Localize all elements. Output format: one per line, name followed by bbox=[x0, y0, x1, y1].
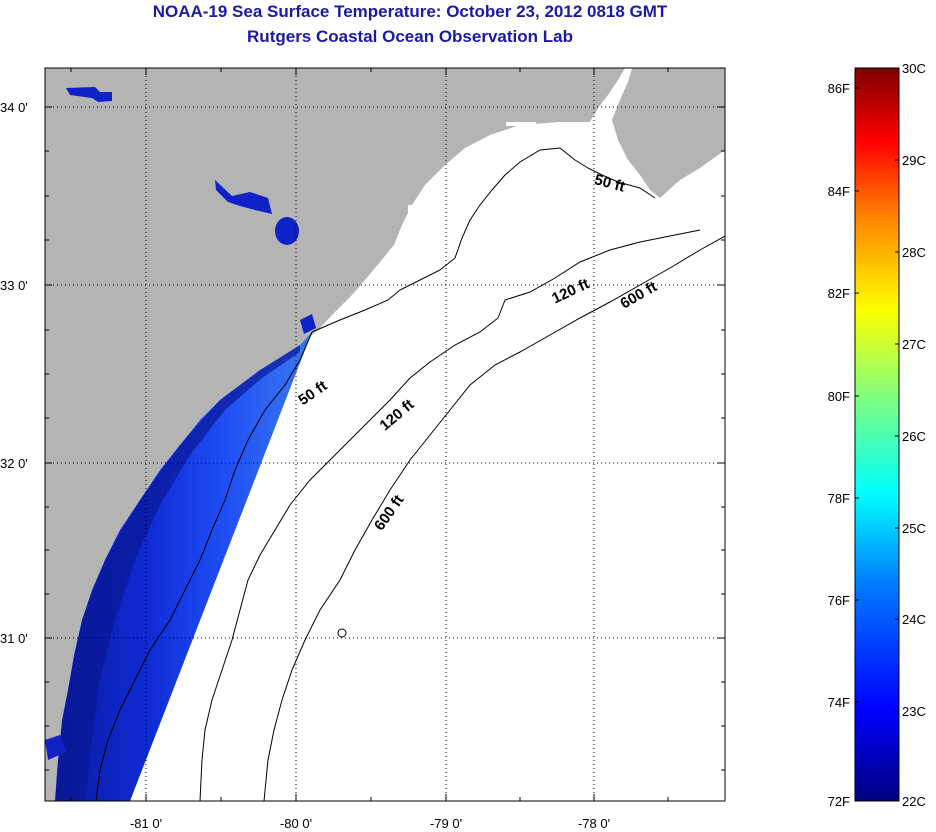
colorbar-c-30: 30C bbox=[902, 61, 926, 76]
colorbar-f-76: 76F bbox=[828, 593, 850, 608]
map-title: NOAA-19 Sea Surface Temperature: October… bbox=[152, 2, 668, 21]
seamount-contour bbox=[337, 628, 347, 638]
tick-marks bbox=[45, 68, 725, 801]
colorbar-f-86: 86F bbox=[828, 81, 850, 96]
colorbar-scale bbox=[854, 67, 900, 802]
colorbar-c-27: 27C bbox=[902, 337, 926, 352]
contour-50ft-line-south bbox=[95, 331, 313, 801]
graticule bbox=[45, 68, 725, 801]
colorbar-ticks bbox=[855, 67, 899, 712]
lat-label-32: 32 0' bbox=[0, 456, 28, 471]
contour-50ft-line bbox=[311, 147, 656, 333]
coast-dots bbox=[396, 122, 536, 258]
lon-label-79: -79 0' bbox=[430, 816, 462, 831]
colorbar-f-78: 78F bbox=[828, 491, 850, 506]
colorbar-c-28: 28C bbox=[902, 245, 926, 260]
plot-frame bbox=[44, 67, 726, 802]
lon-label-78: -78 0' bbox=[578, 816, 610, 831]
colorbar-c-23: 23C bbox=[902, 704, 926, 719]
colorbar-c-24: 24C bbox=[902, 612, 926, 627]
land-mass-northeast bbox=[612, 68, 725, 198]
colorbar-f-72: 72F bbox=[828, 794, 850, 809]
colorbar-f-82: 82F bbox=[828, 286, 850, 301]
colorbar-c-26: 26C bbox=[902, 429, 926, 444]
colorbar-f-74: 74F bbox=[828, 695, 850, 710]
map-subtitle: Rutgers Coastal Ocean Observation Lab bbox=[247, 27, 573, 46]
lon-label-80: -80 0' bbox=[280, 816, 312, 831]
inland-water bbox=[45, 87, 316, 760]
colorbar: 86F 84F 82F 80F 78F 76F 74F 72F 30C 29C … bbox=[828, 61, 926, 809]
sst-swath-nearshore bbox=[55, 345, 300, 801]
lon-label-81: -81 0' bbox=[130, 816, 162, 831]
map-plot bbox=[45, 68, 725, 801]
sst-swath bbox=[55, 332, 312, 801]
colorbar-f-84: 84F bbox=[828, 184, 850, 199]
colorbar-c-29: 29C bbox=[902, 153, 926, 168]
lat-label-33: 33 0' bbox=[0, 278, 28, 293]
land-mass bbox=[45, 68, 625, 801]
colorbar-c-22: 22C bbox=[902, 794, 926, 809]
lat-label-31: 31 0' bbox=[0, 631, 28, 646]
colorbar-c-25: 25C bbox=[902, 521, 926, 536]
lat-label-34: 34 0' bbox=[0, 100, 28, 115]
contour-120ft-line bbox=[199, 229, 701, 801]
contour-600ft-line bbox=[263, 235, 725, 801]
colorbar-f-80: 80F bbox=[828, 389, 850, 404]
